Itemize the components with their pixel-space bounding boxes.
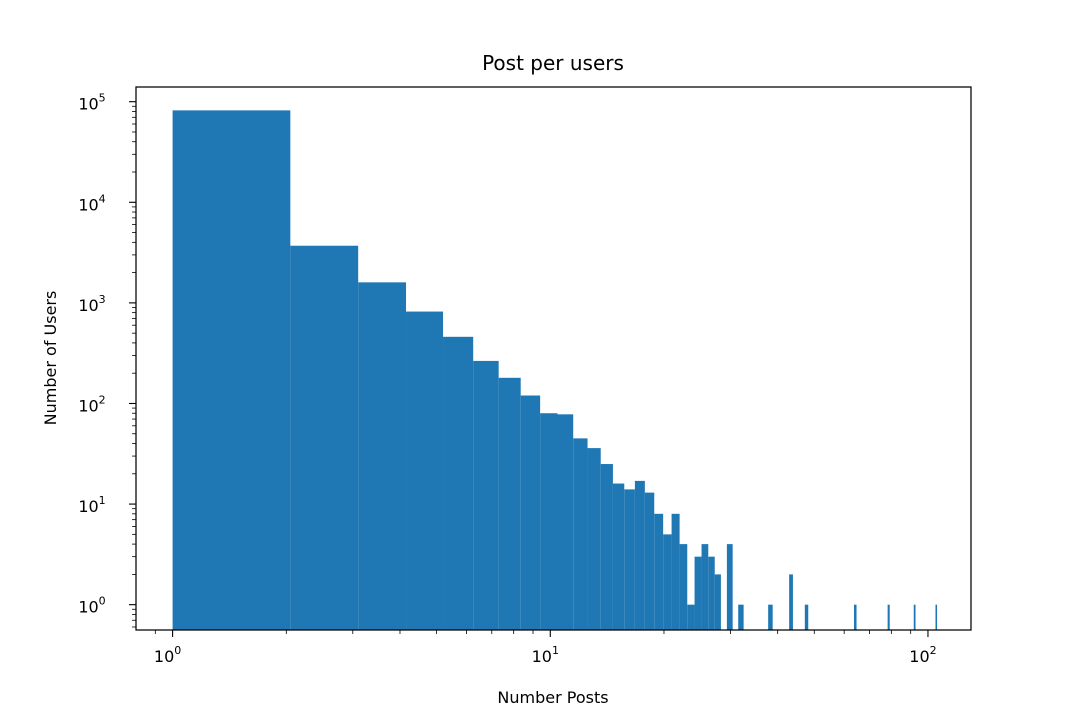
y-tick-label: 104 [78, 192, 105, 214]
histogram-bar [540, 413, 558, 630]
histogram-bar [726, 544, 733, 630]
histogram-bar [768, 604, 773, 630]
histogram-bar [600, 464, 613, 630]
histogram-bar [520, 395, 541, 630]
histogram-bar [789, 574, 793, 630]
bars-layer [172, 110, 938, 631]
y-tick-label: 101 [78, 494, 105, 516]
histogram-bar [634, 480, 645, 630]
histogram-bar [887, 604, 890, 630]
histogram-bar [687, 604, 695, 630]
histogram-bar [624, 489, 635, 630]
histogram-bar [853, 604, 857, 630]
histogram-bar [913, 604, 916, 630]
histogram-bar [612, 483, 625, 630]
histogram-bar [498, 377, 521, 630]
histogram-bar [694, 556, 702, 630]
histogram-bar [679, 544, 688, 630]
histogram-bar [443, 336, 474, 630]
y-tick-label: 103 [78, 293, 105, 315]
histogram-bar [290, 245, 359, 631]
x-axis-label: Number Posts [497, 688, 608, 707]
histogram-bar [557, 414, 574, 630]
y-tick-label: 102 [78, 393, 105, 415]
y-axis: 100 101 102 103 104 105 [78, 92, 136, 628]
histogram-bar [671, 513, 680, 630]
x-tick-label: 102 [909, 644, 936, 666]
histogram-bar [935, 604, 938, 630]
histogram-bar [358, 282, 407, 630]
histogram-bar [587, 448, 601, 630]
histogram-bar [663, 534, 672, 630]
histogram-bar [644, 492, 655, 630]
chart-title: Post per users [482, 51, 624, 75]
histogram-bar [708, 556, 715, 630]
histogram-bar [172, 110, 291, 631]
histogram-bar [573, 438, 588, 630]
x-tick-label: 100 [154, 644, 181, 666]
histogram-bar [714, 574, 721, 630]
plot-frame [135, 86, 972, 631]
y-tick-label: 105 [78, 92, 105, 114]
histogram-bar [804, 604, 809, 630]
histogram-bar [406, 311, 444, 630]
histogram-bar [701, 544, 709, 630]
histogram-bar [654, 513, 664, 630]
y-axis-label: Number of Users [41, 291, 60, 426]
histogram-bar [738, 604, 744, 630]
y-tick-label: 100 [78, 595, 105, 617]
x-axis: 100 101 102 [154, 630, 937, 666]
x-tick-label: 101 [532, 644, 559, 666]
histogram-bar [473, 360, 499, 630]
